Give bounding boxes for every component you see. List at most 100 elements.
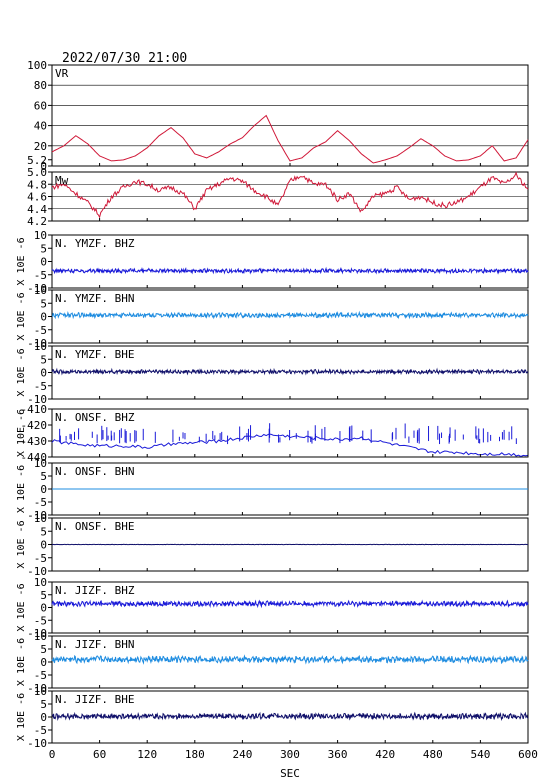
unit-label: X 10E -6	[16, 237, 27, 285]
trace-line	[51, 711, 529, 722]
y-tick-label: -10	[27, 737, 47, 750]
y-tick-label: 5	[40, 525, 47, 538]
y-tick-label: -10	[27, 337, 47, 350]
y-tick-label: 80	[34, 79, 47, 92]
trace-line	[51, 599, 529, 609]
y-tick-label: 0	[40, 656, 47, 669]
y-tick-label: -10	[27, 565, 47, 578]
y-tick-label: -10	[27, 627, 47, 640]
y-tick-label: 100	[27, 59, 47, 72]
y-tick-label: 10	[34, 284, 47, 297]
y-tick-label: -410	[21, 403, 48, 416]
y-tick-label: 4.2	[27, 215, 47, 228]
y-tick-label: -5	[34, 614, 47, 627]
y-tick-label: 4.6	[27, 191, 47, 204]
y-tick-label: -420	[21, 419, 48, 432]
panel-frame	[51, 64, 529, 167]
y-tick-label: 0	[40, 602, 47, 615]
y-tick-label: 0	[40, 160, 47, 173]
panel-1: 0 20 40 60 80 100 VR	[27, 59, 529, 173]
panel-label: N. YMZF. BHZ	[55, 237, 135, 250]
x-tick-label: 120	[137, 748, 157, 761]
x-tick-label: 300	[280, 748, 300, 761]
y-tick-label: 5.0	[27, 166, 47, 179]
unit-label: X 10E -6	[16, 638, 27, 686]
y-tick-label: -430	[21, 435, 48, 448]
x-tick-label: 240	[232, 748, 252, 761]
trace-line	[51, 171, 529, 219]
y-tick-label: 10	[34, 630, 47, 643]
x-tick-label: 480	[423, 748, 443, 761]
y-tick-label: 0	[40, 367, 47, 380]
y-tick-label: 10	[34, 457, 47, 470]
y-tick-label: 5	[40, 297, 47, 310]
x-tick-label: 0	[49, 748, 56, 761]
y-tick-label: -10	[27, 393, 47, 406]
y-tick-label: 40	[34, 120, 47, 133]
y-tick-label: 0	[40, 539, 47, 552]
y-tick-label: -5	[34, 324, 47, 337]
panel-label: N. JIZF. BHZ	[55, 584, 135, 597]
unit-label: X 10E -6	[16, 292, 27, 340]
unit-label: X 10E -6	[16, 348, 27, 396]
panel-label: N. JIZF. BHN	[55, 638, 134, 651]
x-tick-label: 540	[470, 748, 490, 761]
y-tick-label: -5	[34, 669, 47, 682]
unit-label: X 10E -6	[16, 520, 27, 568]
panel-label: N. JIZF. BHE	[55, 693, 134, 706]
y-tick-label: -5	[34, 380, 47, 393]
y-tick-label: -5	[34, 552, 47, 565]
x-tick-label: 360	[328, 748, 348, 761]
y-tick-label: -10	[27, 282, 47, 295]
x-tick-label: 60	[93, 748, 106, 761]
y-tick-label: 5	[40, 698, 47, 711]
datetime-title: 2022/07/30 21:00	[62, 51, 187, 66]
y-tick-label: 10	[34, 340, 47, 353]
trace-line	[51, 654, 529, 665]
x-tick-label: 600	[518, 748, 538, 761]
y-tick-label: 20	[34, 140, 47, 153]
panels: 020406080100VR4.24.44.64.85.05.2Mw-10-50…	[16, 59, 529, 750]
panel-label: N. ONSF. BHE	[55, 520, 134, 533]
y-tick-label: -5	[34, 269, 47, 282]
y-tick-label: 5	[40, 470, 47, 483]
trace-line	[51, 310, 529, 320]
y-tick-label: 5	[40, 353, 47, 366]
trace-line	[51, 114, 529, 164]
y-tick-label: 10	[34, 685, 47, 698]
panel-label: Mw	[55, 174, 69, 187]
unit-label: X 10E -6	[16, 465, 27, 513]
x-tick-label: 420	[375, 748, 395, 761]
y-tick-label: 10	[34, 512, 47, 525]
y-tick-label: 5	[40, 589, 47, 602]
y-tick-label: -5	[34, 496, 47, 509]
x-tick-label: 180	[185, 748, 205, 761]
y-tick-label: -10	[27, 682, 47, 695]
trace-line	[51, 367, 529, 376]
y-tick-label: 5.2	[27, 154, 47, 167]
panel-label: N. ONSF. BHZ	[55, 411, 135, 424]
panel-label: N. ONSF. BHN	[55, 465, 134, 478]
unit-label: X 10E -6	[16, 693, 27, 741]
y-tick-label: 0	[40, 256, 47, 269]
panel-label: N. YMZF. BHE	[55, 348, 134, 361]
y-tick-label: -10	[27, 509, 47, 522]
y-tick-label: 60	[34, 99, 47, 112]
y-tick-label: 5	[40, 643, 47, 656]
y-tick-label: 0	[40, 483, 47, 496]
unit-label: X 10E -6	[16, 583, 27, 631]
trace-line	[51, 266, 529, 275]
x-axis-label: SEC	[280, 767, 300, 780]
y-tick-label: 4.4	[27, 203, 47, 216]
y-tick-label: 10	[34, 576, 47, 589]
panel-2: 4.24.44.64.85.05.2 Mw	[27, 154, 529, 228]
unit-label: X 10E -6	[16, 409, 27, 457]
